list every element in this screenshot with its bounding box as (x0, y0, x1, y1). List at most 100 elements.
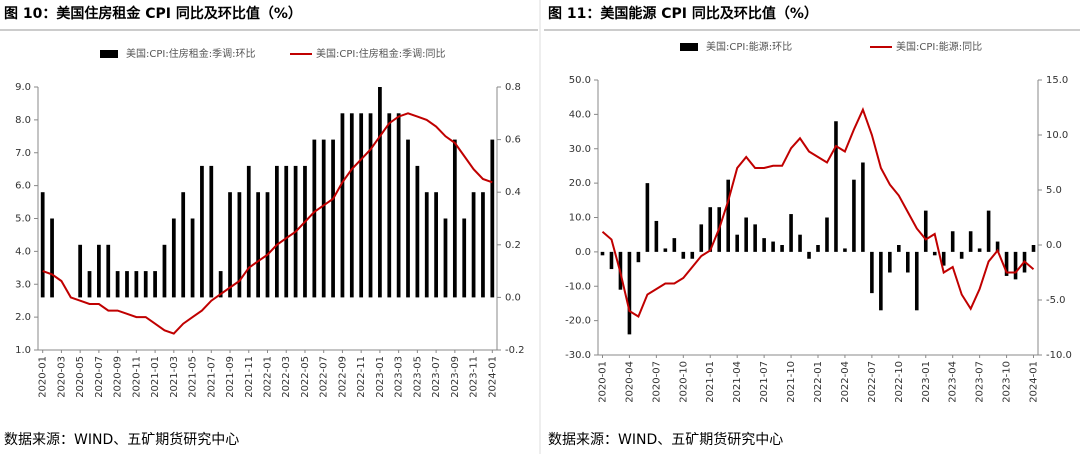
bar (340, 113, 345, 298)
bar (406, 139, 410, 298)
bar (681, 251, 686, 259)
y2-tick-label: 0.0 (1046, 240, 1062, 251)
y-tick-label: 4.0 (15, 246, 31, 257)
bar (789, 214, 793, 252)
y2-tick-label: 5.0 (1046, 185, 1062, 196)
y-tick-label: 9.0 (15, 82, 31, 93)
y-tick-label: 20.0 (569, 178, 591, 189)
bar (708, 207, 713, 252)
bar (171, 218, 176, 298)
y2-tick-label: 15.0 (1046, 75, 1068, 86)
y2-tick-label: 0.4 (505, 187, 521, 198)
bar (807, 251, 811, 259)
bar (816, 245, 820, 252)
bar (914, 251, 919, 311)
x-tick-label: 2023-10 (1002, 361, 1013, 403)
bar (870, 251, 874, 294)
bar (378, 87, 382, 298)
y2-tick-label: -0.2 (505, 345, 525, 356)
y-tick-label: 8.0 (15, 115, 31, 126)
x-tick-label: 2021-04 (732, 361, 743, 403)
x-tick-label: 2023-03 (394, 356, 405, 398)
bar (471, 192, 476, 298)
y-tick-label: 30.0 (569, 144, 591, 155)
x-tick-label: 2020-09 (113, 356, 124, 398)
x-tick-label: 2023-04 (948, 361, 959, 403)
x-tick-label: 2021-10 (786, 361, 797, 403)
y-tick-label: 50.0 (569, 75, 591, 86)
bar (246, 165, 251, 298)
y2-tick-label: 0.2 (505, 240, 521, 251)
bar (396, 113, 401, 298)
bar (424, 192, 429, 298)
bar (663, 248, 668, 252)
legend-label: 美国:CPI:能源:同比 (896, 40, 982, 53)
bar (106, 244, 111, 298)
x-tick-label: 2020-01 (597, 361, 608, 403)
bar (950, 231, 955, 252)
bar (932, 251, 937, 256)
x-tick-label: 2022-11 (356, 356, 367, 398)
bar (690, 251, 695, 259)
y-tick-label: -30.0 (565, 350, 591, 361)
x-tick-label: 2022-01 (813, 361, 824, 403)
y-tick-label: 6.0 (15, 181, 31, 192)
x-tick-label: 2020-10 (678, 361, 689, 403)
y2-tick-label: 10.0 (1046, 130, 1068, 141)
y-tick-label: 7.0 (15, 148, 31, 159)
y2-tick-label: 0.6 (505, 135, 521, 146)
y2-tick-label: -10.0 (1046, 350, 1072, 361)
bar (200, 165, 204, 298)
source: 数据来源：WIND、五矿期货研究中心 (4, 431, 239, 448)
y-tick-label: -10.0 (565, 281, 591, 292)
bar (303, 165, 307, 298)
bar (645, 183, 650, 252)
bar (162, 244, 167, 298)
bar (861, 162, 865, 252)
x-tick-label: 2020-03 (56, 356, 67, 398)
bar (387, 113, 392, 298)
bar (190, 218, 195, 298)
legend-label: 美国:CPI:住房租金:季调:环比 (126, 47, 255, 60)
bar (218, 271, 223, 298)
bar (995, 241, 1000, 252)
bar (753, 224, 757, 252)
x-tick-label: 2021-03 (169, 356, 180, 398)
bar (321, 139, 326, 298)
bar (481, 192, 485, 298)
bar (798, 234, 802, 252)
x-tick-label: 2023-01 (921, 361, 932, 403)
bar (368, 113, 373, 298)
x-tick-label: 2023-05 (412, 356, 423, 398)
x-tick-label: 2020-01 (38, 356, 49, 398)
bar (1004, 251, 1009, 276)
bar (726, 179, 730, 252)
x-tick-label: 2023-07 (431, 356, 442, 398)
bar (834, 121, 838, 252)
bar (462, 218, 467, 298)
source: 数据来源：WIND、五矿期货研究中心 (548, 431, 783, 448)
x-tick-label: 2024-01 (487, 356, 498, 398)
legend-swatch (100, 50, 118, 58)
x-tick-label: 2021-05 (188, 356, 199, 398)
y-tick-label: 5.0 (15, 214, 31, 225)
bar (265, 192, 270, 298)
x-tick-label: 2021-09 (225, 356, 236, 398)
bar (209, 165, 214, 298)
y2-tick-label: 0.0 (505, 292, 521, 303)
x-tick-label: 2023-01 (375, 356, 386, 398)
x-tick-label: 2022-07 (319, 356, 330, 398)
bar (415, 165, 420, 298)
bar (636, 251, 641, 263)
bar (228, 192, 232, 298)
chart-title: 图 11：美国能源 CPI 同比及环比值（%） (548, 5, 818, 22)
bar (735, 234, 739, 252)
legend-swatch (680, 43, 698, 51)
bar (762, 238, 766, 252)
bar (843, 248, 847, 252)
bar (50, 218, 54, 298)
bar (977, 248, 982, 252)
y-tick-label: 10.0 (569, 213, 591, 224)
bar (490, 139, 495, 298)
legend-label: 美国:CPI:能源:环比 (706, 40, 792, 53)
